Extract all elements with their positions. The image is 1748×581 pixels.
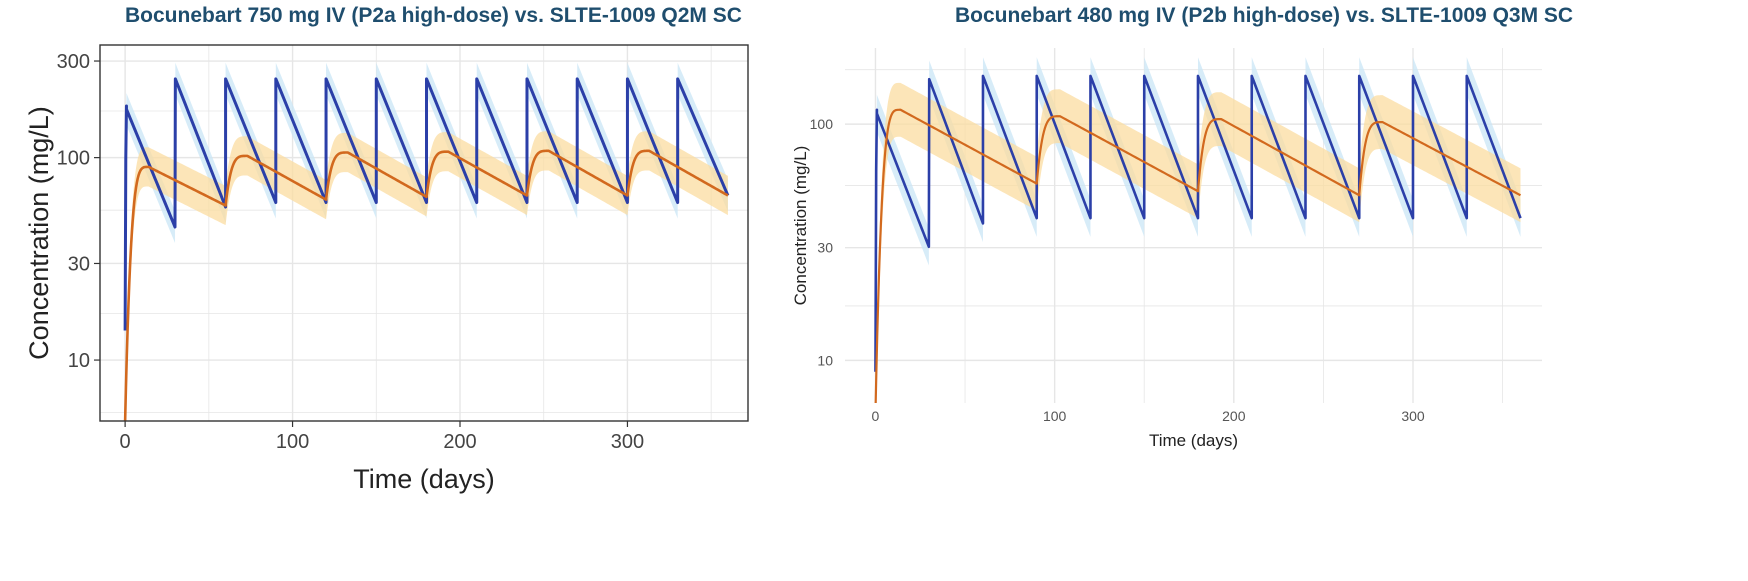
iv-series-band xyxy=(875,57,1521,391)
x-tick-label: 200 xyxy=(1222,408,1246,424)
y-tick-label: 100 xyxy=(57,148,90,170)
x-tick-label: 200 xyxy=(443,431,476,453)
y-tick-label: 10 xyxy=(68,350,90,372)
y-tick-label: 100 xyxy=(810,116,834,132)
x-tick-label: 300 xyxy=(611,431,644,453)
chart-title-right: Bocunebart 480 mg IV (P2b high-dose) vs.… xyxy=(955,4,1574,27)
x-tick-label: 100 xyxy=(1043,408,1067,424)
x-tick-label: 100 xyxy=(276,431,309,453)
plot-border xyxy=(99,44,749,422)
x-axis-label: Time (days) xyxy=(353,464,495,494)
x-tick-label: 0 xyxy=(120,431,131,453)
x-tick-label: 300 xyxy=(1401,408,1425,424)
sc-series-line xyxy=(874,108,1522,403)
x-tick-label: 0 xyxy=(872,408,880,424)
iv-series-band xyxy=(125,62,728,347)
y-tick-label: 30 xyxy=(817,240,833,256)
y-tick-label: 30 xyxy=(68,253,90,275)
plot-area xyxy=(123,62,730,421)
y-axis-label: Concentration (mg/L) xyxy=(24,106,54,360)
y-tick-label: 300 xyxy=(57,51,90,73)
plot-area xyxy=(874,57,1522,403)
sc-series-line xyxy=(123,149,729,421)
iv-series-line xyxy=(874,74,1522,372)
x-axis-label: Time (days) xyxy=(1149,431,1238,450)
y-tick-label: 10 xyxy=(817,352,833,368)
y-axis-label: Concentration (mg/L) xyxy=(791,146,810,306)
chart-title-left: Bocunebart 750 mg IV (P2a high-dose) vs.… xyxy=(125,4,742,27)
